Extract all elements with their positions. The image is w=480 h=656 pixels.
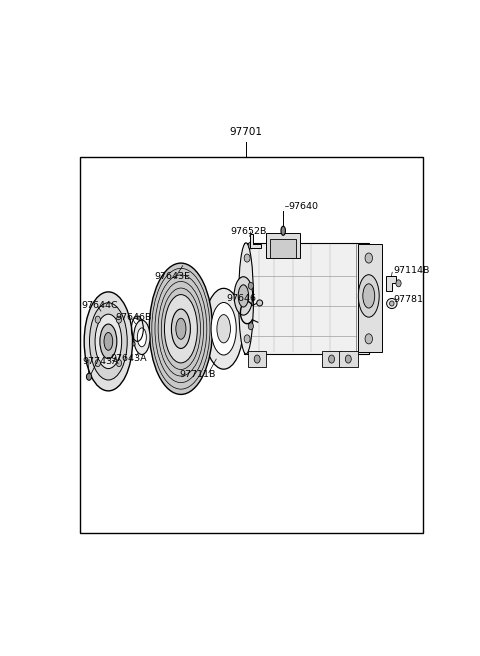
Text: 97644C: 97644C	[82, 300, 118, 310]
Ellipse shape	[234, 277, 252, 315]
Ellipse shape	[244, 254, 250, 262]
Polygon shape	[385, 276, 396, 291]
Ellipse shape	[204, 289, 243, 369]
Ellipse shape	[359, 275, 379, 317]
Text: 97646B: 97646B	[115, 313, 151, 321]
Ellipse shape	[365, 334, 372, 344]
Ellipse shape	[149, 263, 213, 394]
Text: 97652B: 97652B	[230, 227, 267, 236]
Text: 97114B: 97114B	[393, 266, 429, 275]
Bar	[322, 352, 341, 367]
Text: 97646: 97646	[226, 294, 256, 303]
Ellipse shape	[238, 285, 249, 307]
Ellipse shape	[396, 279, 401, 287]
Bar	[244, 243, 369, 354]
Ellipse shape	[248, 242, 253, 249]
Ellipse shape	[257, 300, 263, 306]
Ellipse shape	[244, 335, 250, 343]
Ellipse shape	[137, 316, 140, 320]
Text: 97701: 97701	[229, 127, 263, 137]
Ellipse shape	[365, 253, 372, 263]
Bar	[266, 233, 300, 258]
Ellipse shape	[363, 284, 375, 308]
Ellipse shape	[132, 342, 135, 346]
Ellipse shape	[95, 316, 100, 323]
Ellipse shape	[116, 359, 121, 367]
Text: 97643E: 97643E	[155, 272, 191, 281]
Text: 97643A: 97643A	[110, 354, 147, 363]
Ellipse shape	[89, 303, 127, 380]
Ellipse shape	[100, 324, 117, 359]
Bar	[270, 239, 296, 258]
Ellipse shape	[86, 373, 92, 380]
Ellipse shape	[390, 301, 394, 306]
Bar	[81, 157, 423, 533]
Ellipse shape	[345, 355, 351, 363]
Ellipse shape	[84, 292, 132, 391]
Text: 97640: 97640	[289, 201, 319, 211]
Ellipse shape	[104, 333, 113, 350]
Ellipse shape	[133, 320, 150, 354]
Ellipse shape	[248, 282, 253, 289]
Text: 97781: 97781	[393, 295, 423, 304]
Ellipse shape	[176, 318, 186, 339]
Text: 97711B: 97711B	[180, 370, 216, 379]
Ellipse shape	[281, 226, 286, 236]
Ellipse shape	[171, 309, 191, 348]
Ellipse shape	[95, 314, 121, 369]
Bar	[358, 245, 382, 352]
Ellipse shape	[239, 243, 253, 354]
Ellipse shape	[95, 359, 100, 367]
Ellipse shape	[244, 295, 250, 302]
Ellipse shape	[165, 295, 197, 363]
Ellipse shape	[248, 323, 253, 330]
Polygon shape	[250, 234, 261, 248]
Ellipse shape	[386, 298, 397, 308]
Text: 97743A: 97743A	[83, 357, 119, 366]
Ellipse shape	[329, 355, 335, 363]
Bar	[248, 352, 266, 367]
Ellipse shape	[217, 315, 230, 343]
Bar	[339, 352, 358, 367]
Ellipse shape	[211, 302, 236, 355]
Ellipse shape	[254, 355, 260, 363]
Ellipse shape	[116, 316, 121, 323]
Ellipse shape	[137, 328, 146, 347]
